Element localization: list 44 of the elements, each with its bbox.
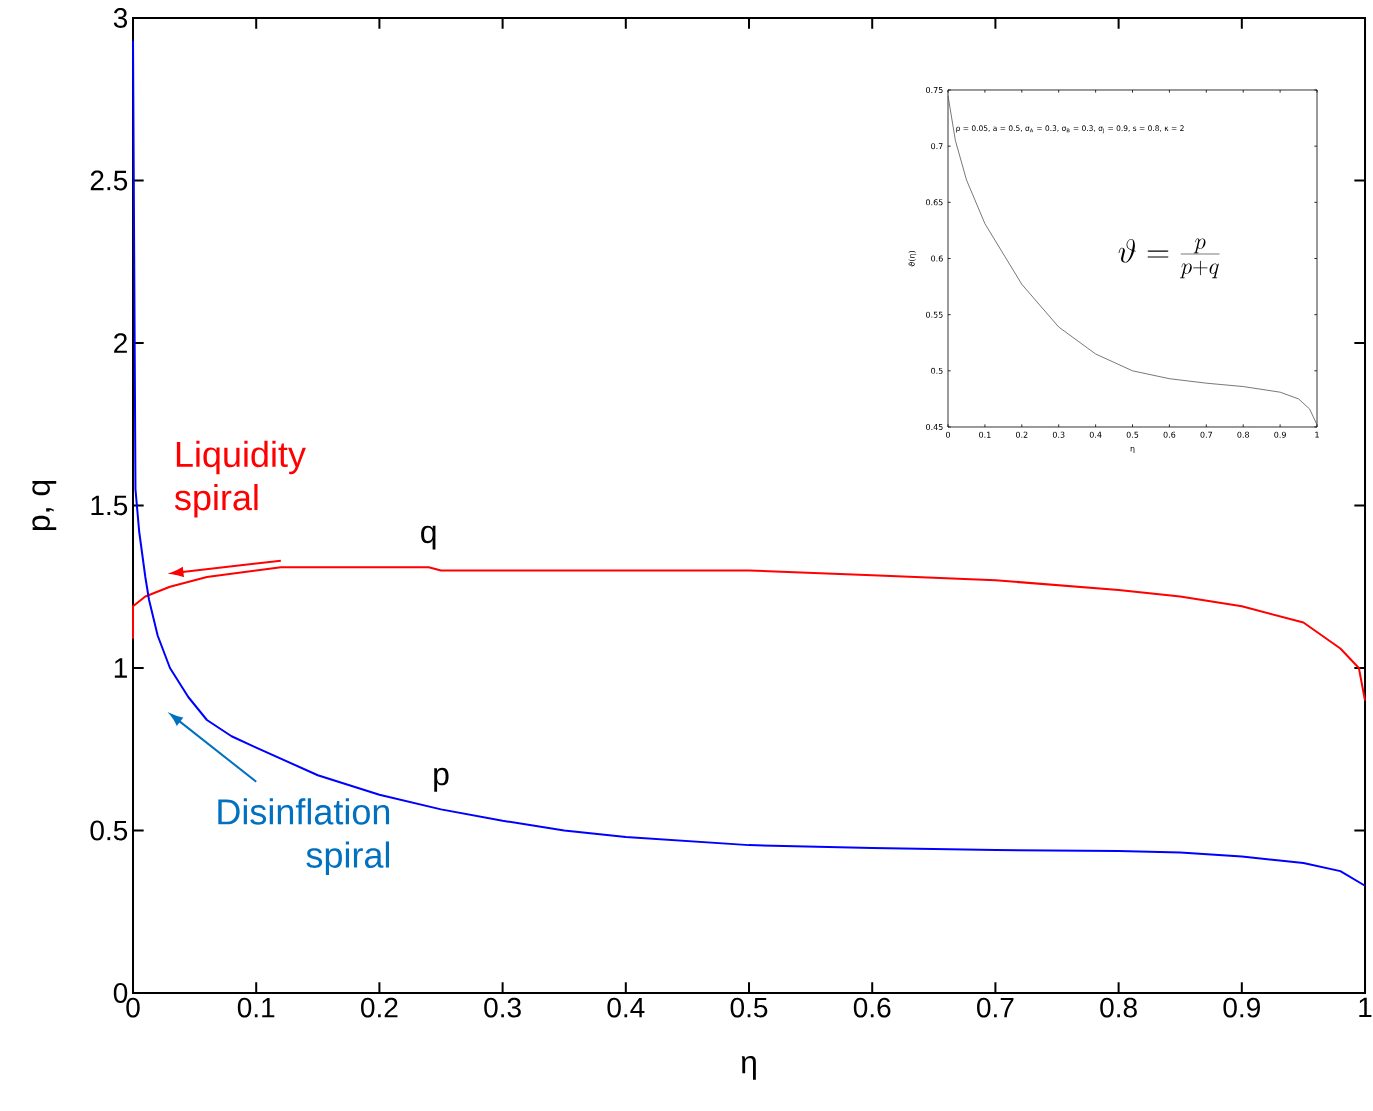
y-tick-label: 0.45 bbox=[926, 423, 943, 431]
y-axis-title: p, q bbox=[32, 480, 57, 531]
y-tick-label: 2 bbox=[114, 333, 127, 353]
y-tick-label: 0.75 bbox=[926, 86, 943, 94]
y-tick-label: 1.5 bbox=[91, 495, 128, 516]
x-tick-label: 0.5 bbox=[730, 997, 768, 1018]
x-tick-label: 0.8 bbox=[1237, 431, 1250, 438]
series-label: p bbox=[434, 767, 449, 792]
y-tick-label: 0.5 bbox=[90, 820, 128, 841]
annotation: Liquidity spiral bbox=[174, 440, 306, 518]
x-tick-label: 0.7 bbox=[1200, 431, 1212, 438]
y-tick-label: 0.5 bbox=[931, 367, 943, 374]
x-tick-label: 0.9 bbox=[1223, 997, 1260, 1018]
x-axis-title: η bbox=[741, 1056, 756, 1080]
x-tick-label: 0 bbox=[945, 431, 951, 438]
x-tick-label: 0.8 bbox=[1100, 997, 1137, 1018]
x-tick-label: 0.6 bbox=[853, 997, 891, 1018]
series-label: q bbox=[421, 525, 436, 550]
y-tick-label: 1 bbox=[114, 658, 127, 678]
x-tick-label: 0.5 bbox=[1126, 431, 1139, 438]
y-tick-label: 0.65 bbox=[926, 199, 943, 206]
x-tick-label: 1 bbox=[1359, 997, 1372, 1017]
annotation: $\vartheta = \frac{p}{p+q}$ bbox=[1118, 238, 1220, 279]
y-tick-label: 2.5 bbox=[90, 170, 128, 191]
y-tick-label: 0.6 bbox=[931, 255, 943, 262]
y-tick-label: 3 bbox=[113, 8, 128, 28]
x-tick-label: 0.2 bbox=[361, 997, 398, 1018]
x-tick-label: 0.3 bbox=[484, 997, 521, 1018]
x-axis-title: η bbox=[1130, 446, 1135, 454]
x-tick-label: 0.7 bbox=[977, 997, 1014, 1018]
y-axis-title: ϑ(η) bbox=[908, 251, 917, 267]
x-tick-label: 0.2 bbox=[1015, 431, 1028, 438]
x-tick-label: 1 bbox=[1315, 431, 1319, 438]
x-tick-label: 0.4 bbox=[607, 997, 645, 1018]
x-tick-label: 0.1 bbox=[237, 997, 275, 1018]
x-tick-label: 0.9 bbox=[1274, 431, 1286, 438]
y-tick-label: 0.7 bbox=[931, 143, 943, 150]
x-tick-label: 0.3 bbox=[1052, 431, 1065, 438]
x-tick-label: 0.1 bbox=[979, 431, 991, 438]
annotation: Disinflation spiral bbox=[218, 798, 390, 876]
x-tick-label: 0.4 bbox=[1089, 431, 1102, 438]
y-tick-label: 0 bbox=[113, 983, 128, 1003]
x-tick-label: 0.6 bbox=[1163, 431, 1176, 438]
y-tick-label: 0.55 bbox=[926, 311, 943, 318]
